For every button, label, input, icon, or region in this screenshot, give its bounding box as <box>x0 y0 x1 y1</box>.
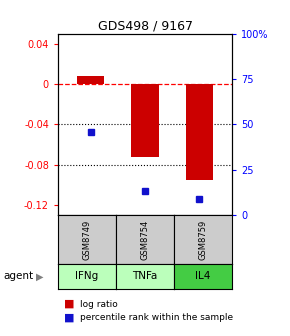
Text: ■: ■ <box>64 299 74 309</box>
Text: GSM8759: GSM8759 <box>198 219 208 259</box>
Text: ■: ■ <box>64 312 74 323</box>
Text: GSM8749: GSM8749 <box>82 219 92 259</box>
Title: GDS498 / 9167: GDS498 / 9167 <box>97 19 193 33</box>
Text: IL4: IL4 <box>195 271 211 281</box>
Text: ▶: ▶ <box>36 271 44 281</box>
Text: agent: agent <box>3 271 33 281</box>
Text: TNFa: TNFa <box>132 271 158 281</box>
Text: log ratio: log ratio <box>80 300 117 308</box>
Bar <box>77 76 104 84</box>
Text: percentile rank within the sample: percentile rank within the sample <box>80 313 233 322</box>
Bar <box>131 84 159 157</box>
Text: IFNg: IFNg <box>75 271 99 281</box>
Text: GSM8754: GSM8754 <box>140 219 150 259</box>
Bar <box>186 84 213 180</box>
